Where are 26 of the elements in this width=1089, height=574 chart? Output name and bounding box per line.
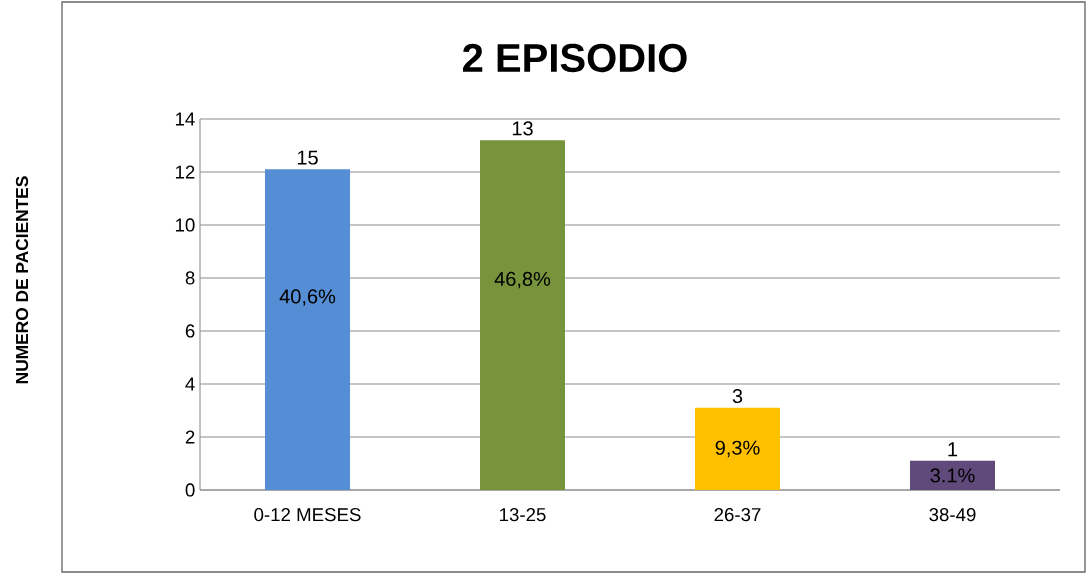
- y-tick-label: 8: [185, 271, 195, 285]
- annotation: 15: [297, 150, 318, 165]
- y-tick-label: 6: [185, 324, 195, 338]
- x-tick-label: 38-49: [929, 508, 976, 522]
- y-tick-label: 0: [185, 483, 195, 497]
- y-tick-label: 10: [175, 218, 195, 232]
- annotation: 1: [948, 442, 958, 457]
- annotation: 9,3%: [715, 440, 760, 458]
- annotation: 40,6%: [279, 289, 336, 306]
- y-tick-label: 4: [185, 377, 195, 391]
- x-tick-label: 13-25: [500, 508, 546, 522]
- text: NUMERO DE PACIENTES: [15, 176, 29, 384]
- y-tick-label: 14: [175, 112, 195, 126]
- annotation: 13: [512, 121, 533, 136]
- bar: [909, 460, 995, 490]
- x-tick-label: 26-37: [714, 508, 761, 522]
- annotation: 46,8%: [494, 271, 551, 289]
- bar: [265, 169, 351, 490]
- y-tick-label: 12: [175, 165, 195, 179]
- bar: [695, 407, 780, 490]
- y-tick-label: 2: [185, 430, 195, 444]
- annotation: 3.1%: [930, 468, 975, 483]
- annotation: 3: [732, 388, 743, 404]
- x-tick-label: 0-12 MESES: [254, 508, 361, 522]
- bar: [480, 140, 566, 490]
- chart-title: 2 EPISODIO: [463, 43, 687, 73]
